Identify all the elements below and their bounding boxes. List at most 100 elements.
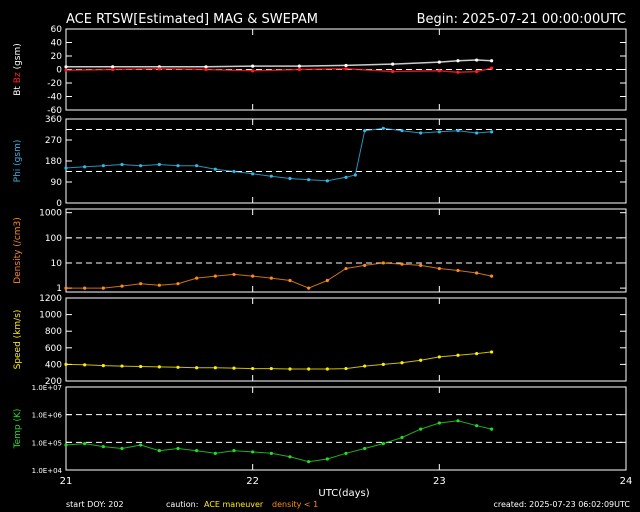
- data-point-speed: [419, 358, 423, 362]
- data-point-speed: [83, 363, 87, 367]
- y-tick-label: 200: [45, 377, 62, 387]
- begin-timestamp: Begin: 2025-07-21 00:00:00UTC: [417, 12, 626, 27]
- data-point-phi: [213, 167, 217, 171]
- y-tick-label: 180: [45, 157, 62, 167]
- data-point-temp: [325, 457, 329, 461]
- series-line-speed: [65, 351, 492, 370]
- data-point-speed: [400, 361, 404, 365]
- data-point-bz: [111, 67, 115, 72]
- y-axis-label-part: Phi: [13, 169, 23, 183]
- data-point-density: [381, 261, 385, 265]
- data-point-bz: [157, 67, 161, 71]
- y-tick-label: 800: [45, 327, 62, 337]
- data-point-bt: [344, 63, 348, 68]
- y-tick-label: 1.0E+04: [32, 467, 63, 475]
- data-point-phi: [120, 162, 124, 167]
- y-tick-label: 10: [51, 259, 63, 269]
- data-point-temp: [120, 446, 124, 451]
- panel-frame-speed: [65, 297, 627, 382]
- y-tick-label: 1200: [39, 294, 62, 304]
- data-point-temp: [475, 424, 479, 428]
- chart-title: ACE RTSW[Estimated] MAG & SWEPAM: [66, 12, 318, 27]
- data-point-bt: [391, 62, 395, 66]
- data-point-speed: [490, 350, 494, 354]
- y-tick-label: 1: [56, 284, 62, 294]
- data-point-density: [475, 271, 479, 275]
- y-axis-label-part: Density: [13, 249, 23, 284]
- data-point-speed: [157, 365, 161, 369]
- y-axis-label: Phi (gsm): [13, 140, 23, 183]
- data-point-temp: [195, 449, 199, 453]
- data-point-density: [456, 268, 460, 273]
- data-point-density: [325, 278, 329, 283]
- data-point-bz: [297, 67, 301, 72]
- y-tick-label: 90: [51, 178, 63, 188]
- data-point-phi: [456, 129, 460, 133]
- data-point-density: [64, 286, 68, 290]
- data-point-density: [419, 263, 423, 267]
- data-point-speed: [139, 364, 143, 369]
- data-point-density: [195, 276, 199, 280]
- y-tick-label: 1000: [39, 209, 62, 219]
- data-point-phi: [64, 166, 68, 170]
- data-point-density: [363, 263, 367, 267]
- data-point-speed: [437, 355, 441, 359]
- data-point-bz: [251, 69, 255, 73]
- data-point-bz: [456, 70, 460, 74]
- data-point-temp: [381, 441, 385, 446]
- y-axis-label: Density (/cm3): [13, 217, 23, 284]
- data-point-phi: [363, 129, 367, 133]
- series-line-bz: [65, 67, 492, 73]
- data-point-temp: [344, 451, 348, 455]
- y-tick-label: -40: [47, 93, 62, 103]
- y-axis-label-part: (K): [13, 409, 23, 425]
- data-point-temp: [101, 445, 105, 449]
- data-point-speed: [120, 364, 124, 368]
- y-tick-label: 400: [45, 360, 62, 370]
- data-point-bt: [204, 65, 208, 69]
- data-point-phi: [157, 162, 161, 167]
- data-point-speed: [213, 366, 217, 370]
- y-axis-label-part: Temp: [13, 424, 23, 449]
- data-point-speed: [101, 364, 105, 368]
- x-tick-label: 21: [60, 476, 73, 487]
- data-point-bz: [344, 67, 348, 71]
- data-point-speed: [269, 366, 273, 371]
- y-axis-label-part: (gsm): [13, 43, 23, 72]
- data-point-bt: [297, 64, 301, 68]
- data-point-temp: [213, 451, 217, 455]
- data-point-temp: [83, 441, 87, 446]
- y-tick-label: 20: [51, 52, 63, 62]
- data-point-phi: [353, 173, 357, 177]
- data-point-speed: [381, 362, 385, 366]
- data-point-density: [490, 274, 494, 278]
- data-point-phi: [475, 131, 479, 135]
- data-point-phi: [232, 169, 236, 174]
- start-doy: start DOY: 202: [66, 500, 124, 509]
- y-axis-label-part: (/cm3): [13, 217, 23, 249]
- data-point-speed: [176, 365, 180, 369]
- data-point-phi: [251, 172, 255, 176]
- y-tick-label: 360: [45, 115, 62, 125]
- data-point-speed: [363, 364, 367, 368]
- data-point-speed: [251, 366, 255, 371]
- caution-label: caution:: [166, 500, 198, 509]
- data-point-speed: [456, 353, 460, 357]
- data-point-density: [269, 276, 273, 280]
- data-point-density: [176, 282, 180, 286]
- data-point-speed: [195, 366, 199, 370]
- data-point-density: [437, 266, 441, 271]
- data-point-phi: [381, 126, 385, 130]
- y-axis-label: Temp (K): [13, 409, 23, 450]
- data-point-bt: [64, 65, 68, 69]
- data-point-density: [139, 282, 143, 286]
- data-point-temp: [419, 427, 423, 431]
- data-point-temp: [288, 455, 292, 459]
- data-point-bt: [490, 59, 494, 63]
- data-point-bz: [437, 69, 441, 73]
- data-point-temp: [307, 460, 311, 464]
- data-point-phi: [400, 129, 404, 133]
- y-tick-label: 270: [45, 136, 62, 146]
